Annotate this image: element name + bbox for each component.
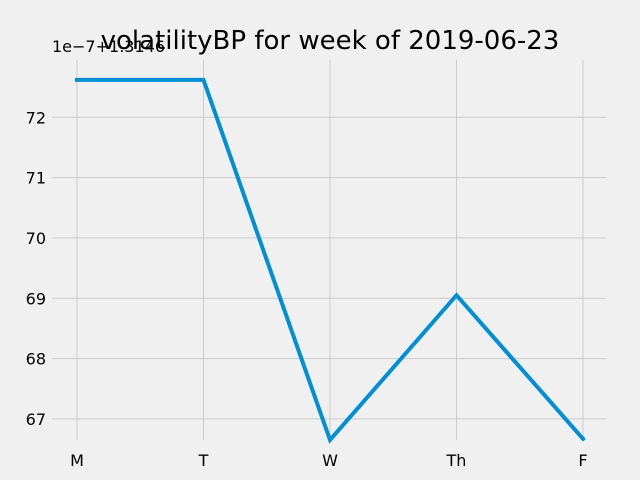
y-tick-label: 72 <box>26 108 46 127</box>
series-line <box>75 77 586 444</box>
y-tick-label: 71 <box>26 169 46 188</box>
x-tick-label: M <box>70 451 84 470</box>
series-group <box>75 77 586 444</box>
x-tick-label: F <box>578 451 587 470</box>
y-tick-label: 68 <box>26 350 46 369</box>
x-tick-labels: M T W Th F <box>70 451 588 470</box>
chart-title: volatilityBP for week of 2019-06-23 <box>101 26 560 56</box>
y-tick-label: 70 <box>26 229 46 248</box>
x-tick-label: T <box>198 451 209 470</box>
x-gridlines <box>76 60 584 440</box>
y-tick-label: 69 <box>26 289 46 308</box>
y-gridlines <box>52 116 606 420</box>
x-tick-label: Th <box>446 451 467 470</box>
x-tick-label: W <box>322 451 338 470</box>
y-tick-label: 67 <box>26 410 46 429</box>
y-tick-labels: 67 68 69 70 71 72 <box>26 108 46 429</box>
y-offset-label: 1e−7+1.3146 <box>52 37 165 56</box>
